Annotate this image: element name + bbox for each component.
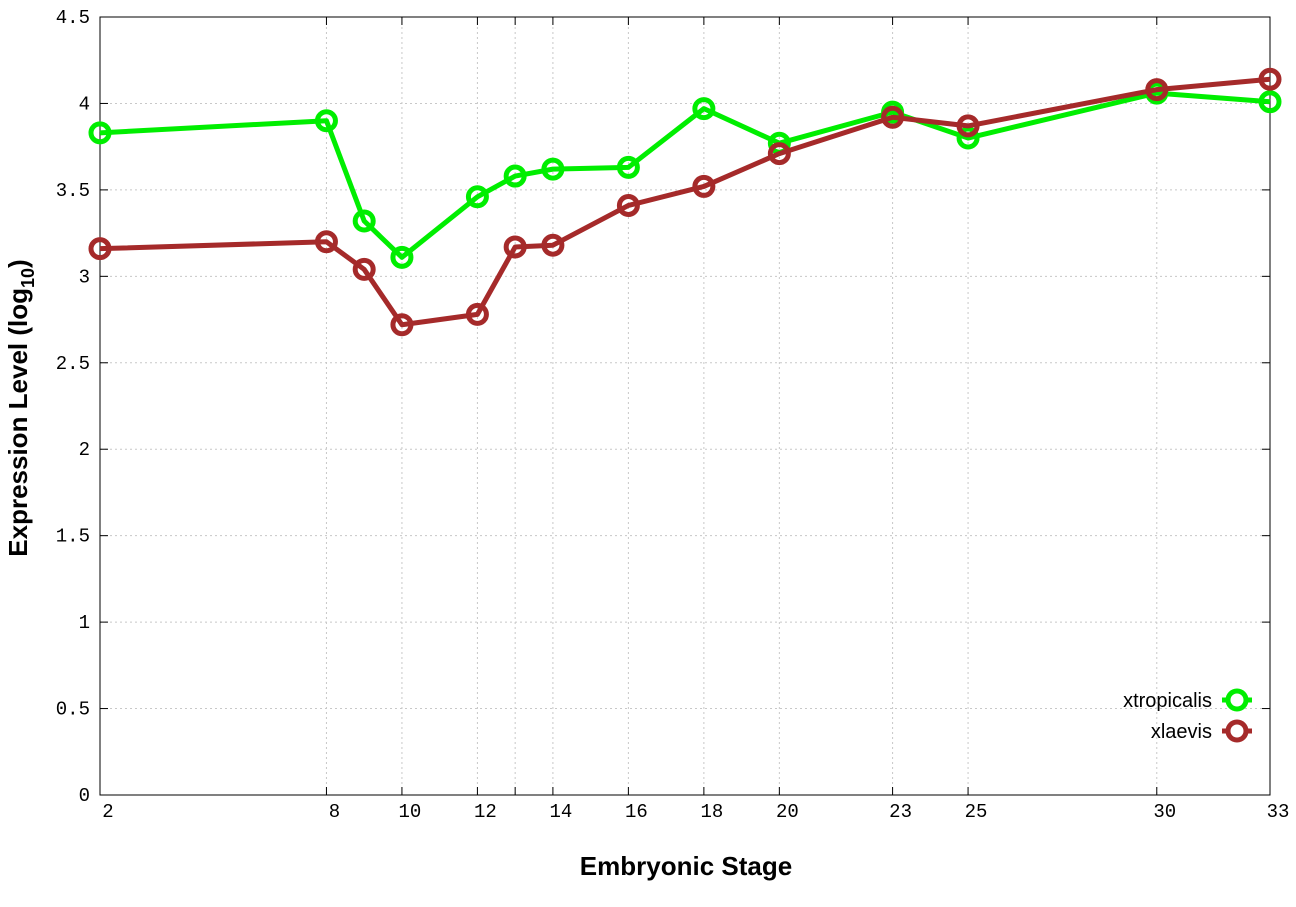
data-point (1258, 90, 1282, 114)
x-tick-label: 25 (965, 801, 988, 823)
y-tick-label: 1.5 (56, 526, 90, 548)
data-point (465, 185, 489, 209)
y-tick-label: 4 (79, 93, 90, 115)
y-tick-label: 0.5 (56, 699, 90, 721)
data-point (503, 235, 527, 259)
x-tick-label: 20 (776, 801, 799, 823)
axes: 0 0.5 1 1.5 2 2.5 3 3.5 4 4.5 2 8 10 12 14 16 18 20 23 25 30… (56, 7, 1290, 823)
data-point (616, 155, 640, 179)
y-axis-title: Expression Level (log10) (3, 259, 38, 556)
x-tick-label: 23 (889, 801, 912, 823)
x-tick-label: 33 (1267, 801, 1290, 823)
y-tick-label: 2 (79, 439, 90, 461)
data-point (692, 174, 716, 198)
y-tick-label: 2.5 (56, 353, 90, 375)
y-axis-title-close: ) (3, 259, 33, 268)
legend-label-xlaevis: xlaevis (1151, 721, 1212, 743)
data-point (390, 313, 414, 337)
legend: xtropicalis xlaevis (1123, 688, 1252, 743)
data-point (503, 164, 527, 188)
x-tick-label: 18 (700, 801, 723, 823)
x-tick-label: 16 (625, 801, 648, 823)
data-point (541, 157, 565, 181)
data-point (616, 193, 640, 217)
legend-label-xtropicalis: xtropicalis (1123, 690, 1212, 712)
data-point (881, 105, 905, 129)
data-point (88, 237, 112, 261)
x-tick-label: 14 (549, 801, 572, 823)
x-tick-label: 8 (329, 801, 340, 823)
y-axis-title-main: Expression Level (log (3, 288, 33, 557)
x-axis-title: Embryonic Stage (580, 851, 792, 881)
data-series (88, 67, 1282, 337)
data-point (352, 209, 376, 233)
y-tick-label: 1 (79, 612, 90, 634)
y-tick-label: 0 (79, 785, 90, 807)
data-point (314, 109, 338, 133)
x-tick-label: 10 (399, 801, 422, 823)
y-axis-title-subscript: 10 (18, 268, 38, 288)
data-point (390, 245, 414, 269)
x-tick-label: 2 (102, 801, 113, 823)
data-point (1258, 67, 1282, 91)
data-point (352, 257, 376, 281)
x-tick-label: 30 (1153, 801, 1176, 823)
plot-frame (99, 16, 1271, 796)
data-point (541, 233, 565, 257)
data-point (314, 230, 338, 254)
data-point (767, 142, 791, 166)
y-tick-label: 3.5 (56, 180, 90, 202)
series-xtropicalis (88, 81, 1282, 269)
y-tick-label: 4.5 (56, 7, 90, 29)
data-point (692, 97, 716, 121)
data-point (1145, 78, 1169, 102)
series-xlaevis (88, 67, 1282, 337)
grid (100, 17, 1270, 795)
data-point (956, 114, 980, 138)
x-tick-label: 12 (474, 801, 497, 823)
data-point (465, 302, 489, 326)
data-point (88, 121, 112, 145)
legend-swatch-marker (1225, 688, 1249, 712)
data-point (956, 126, 980, 150)
y-tick-label: 3 (79, 266, 90, 288)
legend-swatch-marker (1225, 719, 1249, 743)
